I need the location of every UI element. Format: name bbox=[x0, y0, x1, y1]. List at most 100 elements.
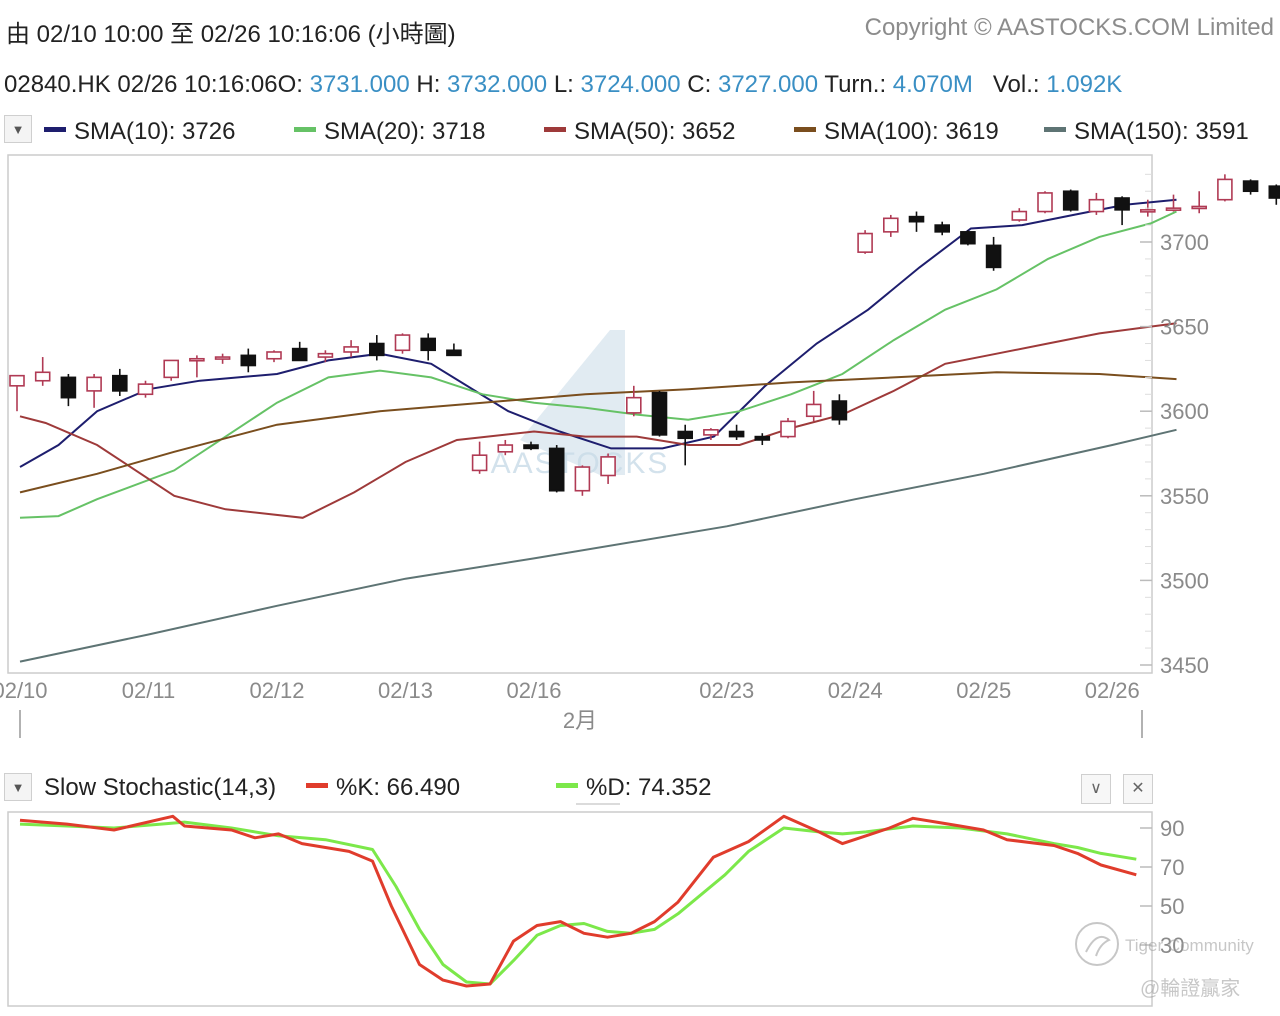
candle bbox=[523, 441, 539, 451]
candle bbox=[1242, 179, 1259, 195]
candle bbox=[651, 390, 668, 437]
stoch-k-legend: %K: 66.490 bbox=[306, 774, 460, 802]
watermark-logo-shape bbox=[520, 330, 625, 475]
close-label: C: bbox=[687, 71, 712, 98]
candle bbox=[625, 385, 642, 417]
d-swatch bbox=[556, 783, 578, 789]
low-label: L: bbox=[553, 71, 574, 98]
x-tick-label: 02/12 bbox=[249, 678, 304, 703]
tiger-logo-icon bbox=[1075, 922, 1119, 966]
candle bbox=[9, 374, 25, 412]
tiger-logo-stroke bbox=[1085, 936, 1111, 957]
k-swatch bbox=[306, 783, 328, 789]
k-label: %K: 66.490 bbox=[336, 774, 461, 801]
legend-swatch bbox=[294, 127, 316, 133]
candle bbox=[600, 453, 616, 484]
candle bbox=[805, 390, 822, 422]
candle bbox=[112, 368, 128, 396]
y-tick-label: 3450 bbox=[1160, 653, 1209, 678]
legend-label: SMA(150): 3591 bbox=[1074, 118, 1249, 145]
tiger-community-text: Tiger Community bbox=[1125, 936, 1254, 955]
stoch-d-line bbox=[19, 820, 1137, 986]
candle-body bbox=[214, 356, 231, 360]
candle bbox=[214, 353, 231, 364]
candle-body bbox=[703, 429, 719, 436]
stoch-y-tick-label: 90 bbox=[1160, 816, 1184, 841]
open-label: O: bbox=[277, 71, 303, 98]
legend-sma-1: SMA(20): 3718 bbox=[294, 118, 485, 146]
candle-body bbox=[343, 346, 359, 353]
tiger-community-watermark: Tiger Community @輪證贏家 bbox=[1075, 922, 1254, 1000]
candle bbox=[677, 424, 694, 466]
candle-body bbox=[831, 400, 848, 421]
candle-body bbox=[1037, 192, 1053, 213]
collapse-button[interactable]: ∨ bbox=[1081, 774, 1111, 804]
candle bbox=[857, 230, 873, 254]
x-tick-label: 02/11 bbox=[122, 678, 175, 703]
candle-body bbox=[368, 342, 385, 357]
x-tick-label: 02/24 bbox=[828, 678, 883, 703]
legend-label: SMA(20): 3718 bbox=[324, 118, 486, 145]
stoch-dropdown[interactable]: ▼ bbox=[4, 773, 32, 801]
candle-body bbox=[677, 430, 694, 440]
candle-body bbox=[497, 444, 514, 453]
candle bbox=[240, 348, 257, 373]
candle-body bbox=[754, 435, 771, 441]
stoch-y-tick-label: 50 bbox=[1160, 894, 1184, 919]
candle-body bbox=[1062, 190, 1079, 211]
quote-line: 02840.HK 02/26 10:16:06O: 3731.000 H: 37… bbox=[4, 71, 1122, 99]
aastocks-watermark: AASTOCKS bbox=[491, 330, 667, 480]
candle-body bbox=[189, 357, 205, 362]
candle-body bbox=[934, 224, 951, 233]
candle-body bbox=[163, 359, 179, 379]
candle-body bbox=[600, 456, 616, 477]
candle-body bbox=[1088, 198, 1105, 213]
legend-swatch bbox=[794, 127, 816, 133]
quote-symbol: 02840.HK bbox=[4, 71, 111, 98]
candle bbox=[86, 373, 102, 408]
candle-body bbox=[317, 352, 334, 358]
date-range: 由 02/10 10:00 至 02/26 10:16:06 (小時圖) bbox=[6, 21, 456, 48]
legend-sma-0: SMA(10): 3726 bbox=[44, 118, 235, 146]
candle-body bbox=[728, 430, 745, 438]
candle bbox=[728, 424, 745, 440]
author-handle: @輪證贏家 bbox=[1140, 977, 1240, 1000]
candle-body bbox=[291, 347, 308, 362]
legend-label: SMA(50): 3652 bbox=[574, 118, 736, 145]
candle bbox=[1037, 191, 1053, 214]
candle bbox=[1191, 191, 1207, 214]
candle bbox=[60, 373, 77, 407]
candle bbox=[908, 211, 925, 232]
legend-swatch bbox=[44, 127, 66, 133]
candle-body bbox=[1217, 178, 1233, 201]
stochastic-chart: 90 70 50 30 Tiger Community @輪證贏家 bbox=[7, 803, 1254, 1007]
candle bbox=[266, 350, 282, 363]
y-tick-label: 3650 bbox=[1160, 315, 1209, 340]
high-value: 3732.000 bbox=[447, 71, 548, 98]
candle bbox=[446, 343, 462, 357]
candle-body bbox=[1140, 209, 1156, 213]
candle bbox=[163, 359, 179, 381]
candle-body bbox=[446, 349, 462, 357]
candle-body bbox=[34, 371, 51, 382]
legend-swatch bbox=[1044, 127, 1066, 133]
volume-value: 1.092K bbox=[1046, 71, 1123, 98]
legend-swatch bbox=[544, 127, 566, 133]
candle-body bbox=[9, 374, 25, 387]
candle bbox=[34, 357, 51, 386]
stoch-k-line bbox=[19, 814, 1137, 988]
candle-body bbox=[857, 232, 873, 253]
stoch-d-legend: %D: 74.352 bbox=[556, 774, 711, 802]
candle-body bbox=[960, 231, 976, 245]
y-tick-label: 3600 bbox=[1160, 399, 1209, 424]
stoch-title: Slow Stochastic(14,3) bbox=[44, 774, 277, 801]
overlay-dropdown[interactable]: ▼ bbox=[4, 115, 32, 143]
candle-body bbox=[908, 215, 925, 223]
candle bbox=[960, 230, 976, 246]
x-tick-label: 02/26 bbox=[1085, 678, 1140, 703]
x-tick-label: 02/13 bbox=[378, 678, 433, 703]
candle-body bbox=[1191, 205, 1207, 210]
candle-body bbox=[112, 374, 128, 392]
close-button[interactable]: ✕ bbox=[1123, 774, 1153, 804]
candle bbox=[189, 355, 205, 378]
